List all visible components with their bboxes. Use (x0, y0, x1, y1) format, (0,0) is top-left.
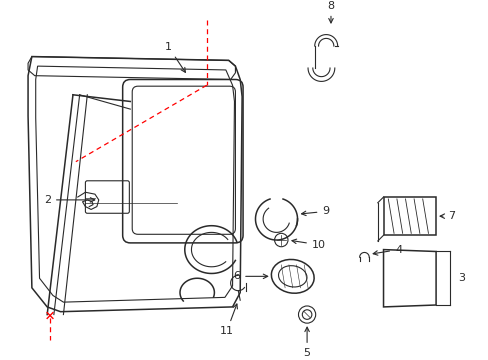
Text: 3: 3 (457, 273, 464, 283)
Text: 8: 8 (327, 1, 334, 23)
Text: 7: 7 (439, 211, 455, 221)
Text: 11: 11 (220, 304, 237, 336)
Text: 9: 9 (301, 206, 329, 216)
Text: 4: 4 (372, 244, 401, 255)
Bar (383, 197, 435, 235)
Text: 10: 10 (291, 239, 325, 250)
Text: 6: 6 (233, 271, 267, 281)
Text: 1: 1 (164, 42, 185, 72)
Text: 2: 2 (44, 195, 95, 205)
Text: 5: 5 (303, 327, 310, 358)
